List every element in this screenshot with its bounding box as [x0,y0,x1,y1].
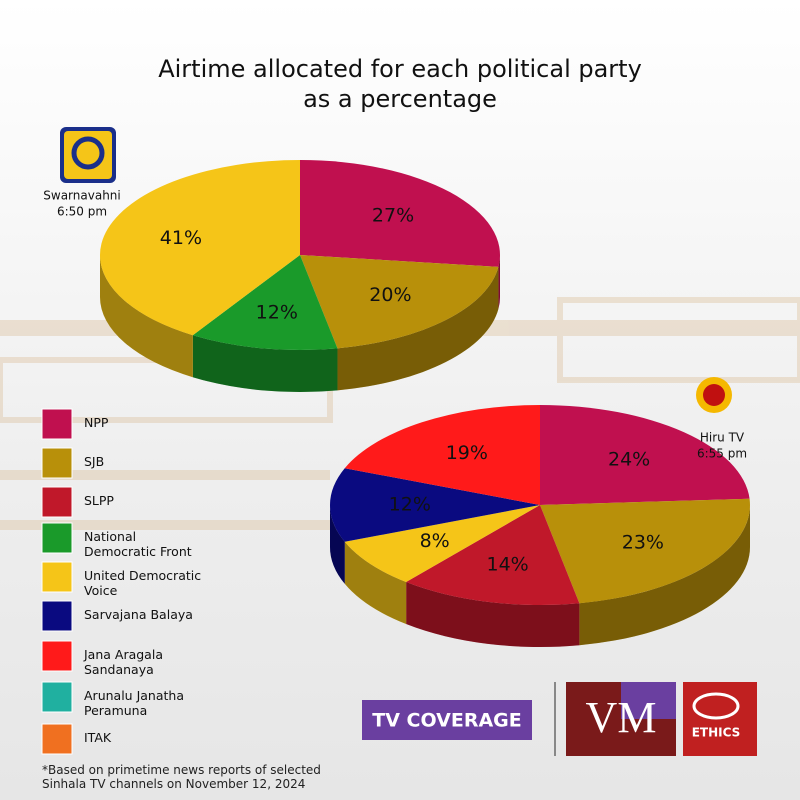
pie-slice [330,468,540,542]
legend-label: Jana Aragala Sandanaya [84,647,163,677]
legend-label: National Democratic Front [84,529,192,559]
slice-label: 12% [256,301,298,323]
logo [621,682,676,719]
pie-slice [100,160,300,336]
pie-slice [406,505,580,605]
slice-side-shade [192,335,338,392]
slice-label: 19% [446,442,488,464]
channel-logo [71,136,105,170]
footnote: *Based on primetime news reports of sele… [42,763,321,791]
channel-name: Swarnavahni [43,189,120,203]
slice-side [100,255,193,378]
legend-label: Sarvajana Balaya [84,607,193,622]
pie-slice [300,160,501,267]
channel-time: 6:55 pm [697,447,747,461]
pie-sides [100,255,500,392]
logo-text: VM [586,693,657,742]
pie-slice [540,498,750,604]
legend-swatch [41,600,73,632]
badge-text: TV COVERAGE [372,710,521,732]
channel-name: Hiru TV [700,431,745,445]
pie-slice [344,505,540,583]
legend-swatch [41,522,73,554]
legend-label: SLPP [84,493,114,508]
channel-time: 6:50 pm [57,205,107,219]
pie-slice [344,405,540,505]
slice-label: 8% [420,530,450,552]
slice-side-shade [344,541,407,625]
legend-swatch [41,486,73,518]
legend-label: SJB [84,454,105,469]
badge [362,700,532,740]
legend-label: Arunalu Janatha Peramuna [84,688,184,718]
slice-side-shade [100,255,193,378]
slice-side-shade [330,505,345,584]
slice-side-shade [579,505,750,646]
slice-side-shade [337,266,499,391]
pie-slice [540,405,750,505]
slice-label: 14% [487,554,529,576]
legend-label: ITAK [84,730,112,745]
slice-label: 23% [622,532,664,554]
legend-swatch [41,681,73,713]
slice-side [498,255,500,309]
pie-tops [100,160,501,350]
legend-swatch [41,408,73,440]
legend-swatch [41,640,73,672]
slice-side [579,505,750,646]
legend-label: NPP [84,415,109,430]
slice-label: 20% [369,284,411,306]
slice-side [344,541,407,625]
title: as a percentage [303,85,497,113]
channel-logo [703,384,725,406]
title: Airtime allocated for each political par… [158,55,642,83]
legend-swatch [41,561,73,593]
pie-sides [330,505,750,647]
slice-label: 12% [389,494,431,516]
legend-label: United Democratic Voice [84,568,202,598]
legend-swatch [41,447,73,479]
pie-slice [300,255,499,349]
slice-side [330,505,345,584]
slice-side [406,582,580,647]
logo-text: ETHICS [692,726,741,740]
slice-label: 41% [160,227,202,249]
slice-label: 27% [372,205,414,227]
footnote-line: Sinhala TV channels on November 12, 2024 [42,777,306,791]
pie-tops [330,405,750,605]
slice-label: 24% [608,448,650,470]
slice-side [192,335,338,392]
footnote-line: *Based on primetime news reports of sele… [42,763,321,777]
slice-side [337,266,499,391]
logo [692,692,740,720]
slice-side-shade [406,582,580,647]
slice-side-shade [498,255,500,309]
pie-slice [192,255,338,350]
legend-swatch [41,723,73,755]
